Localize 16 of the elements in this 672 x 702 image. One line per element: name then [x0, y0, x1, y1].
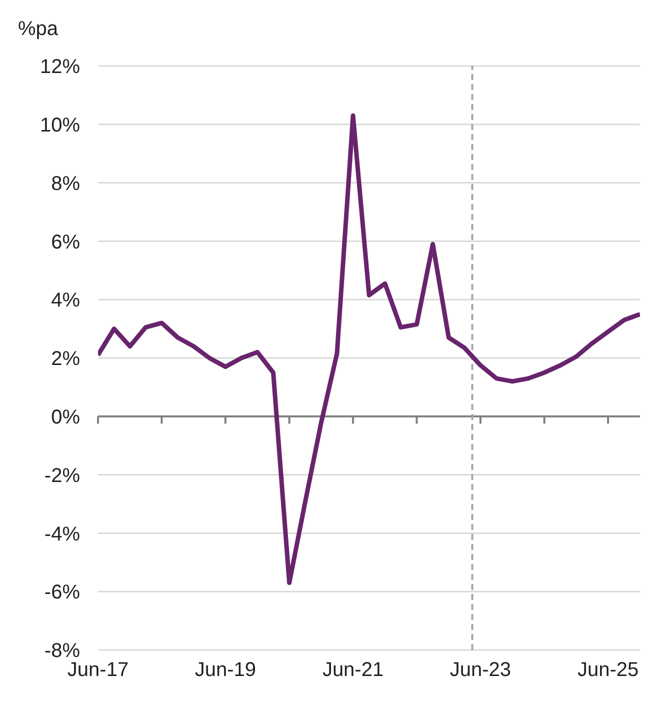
y-tick-label: 8% [51, 172, 80, 195]
y-tick-label: -4% [44, 523, 80, 546]
x-tick-label: Jun-19 [194, 659, 256, 682]
y-tick-label: 4% [51, 290, 80, 312]
y-tick-label: 0% [51, 406, 80, 428]
y-tick-label: -6% [44, 582, 80, 604]
y-tick-label: -2% [44, 464, 80, 487]
y-axis-title: %pa [18, 18, 58, 41]
x-tick-label: Jun-23 [450, 659, 512, 682]
x-tick-label: Jun-21 [322, 659, 384, 682]
line-series [98, 113, 640, 586]
x-tick-label: Jun-25 [577, 659, 639, 682]
y-tick-label: 2% [51, 348, 80, 370]
y-tick-label: 10% [40, 114, 80, 136]
y-tick-label: 6% [51, 231, 80, 254]
y-tick-label: 12% [40, 56, 80, 78]
